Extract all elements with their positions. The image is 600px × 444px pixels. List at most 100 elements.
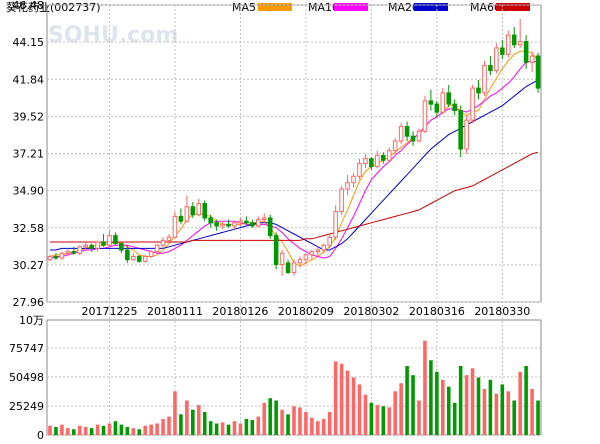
candle-body xyxy=(166,236,172,241)
volume-bar xyxy=(286,414,290,435)
date-tick-label: 20180111 xyxy=(147,305,203,318)
date-tick-label: 20180126 xyxy=(212,305,268,318)
ma-line-ma60 xyxy=(50,151,539,243)
candle-body xyxy=(267,217,273,237)
stock-label: 葵花药业(002737) xyxy=(6,1,101,14)
volume-bar xyxy=(119,424,124,435)
candle-body xyxy=(375,154,380,168)
volume-bar xyxy=(238,423,243,435)
candle-body xyxy=(511,34,517,46)
volume-bar xyxy=(435,371,439,435)
candle-body xyxy=(226,223,231,227)
candle-body xyxy=(95,241,100,249)
candle-body xyxy=(446,92,452,105)
volume-bar xyxy=(536,400,540,435)
price-tick-label: 39.52 xyxy=(13,110,45,123)
candle-body xyxy=(291,262,297,273)
candle-body xyxy=(494,47,499,71)
volume-bar xyxy=(405,366,409,435)
candle-body xyxy=(89,244,94,249)
volume-bar xyxy=(155,423,159,435)
date-tick-label: 20180330 xyxy=(474,305,530,318)
candle-body xyxy=(363,158,368,164)
candle-body xyxy=(517,41,523,46)
volume-bar xyxy=(512,400,517,435)
volume-bar xyxy=(202,412,207,435)
volume-bar xyxy=(441,379,445,435)
volume-bar xyxy=(220,422,225,435)
candle-body xyxy=(184,206,190,222)
legend-swatch-ma60 xyxy=(496,3,530,11)
candle-body xyxy=(47,255,53,261)
candle-body xyxy=(505,34,511,55)
volume-bar xyxy=(256,416,261,435)
price-tick-label: 27.96 xyxy=(13,296,45,309)
volume-bar xyxy=(107,423,112,435)
candle-body xyxy=(339,188,344,213)
candle-body xyxy=(214,222,219,227)
candle-body xyxy=(500,47,505,55)
legend-label-ma20: MA20 xyxy=(388,1,419,14)
volume-bar xyxy=(458,366,463,435)
candle-body xyxy=(101,241,106,246)
legend-label-ma10: MA10 xyxy=(308,1,339,14)
legend-label-ma5: MA5 xyxy=(232,1,256,14)
date-tick-label: 20171225 xyxy=(81,305,137,318)
candle-body xyxy=(297,259,303,264)
volume-bar xyxy=(268,398,272,435)
candle-body xyxy=(464,119,469,150)
candle-body xyxy=(357,162,362,177)
volume-bar xyxy=(470,368,475,435)
date-tick-label: 20180209 xyxy=(278,305,334,318)
candle-body xyxy=(65,251,71,254)
candle-body xyxy=(380,154,386,161)
price-tick-label: 46.48 xyxy=(13,0,45,12)
volume-tick-label: 75747 xyxy=(9,342,44,355)
volume-bar xyxy=(345,370,350,435)
volume-bar xyxy=(411,375,415,435)
candle-body xyxy=(315,249,321,253)
volume-tick-label: 0 xyxy=(37,429,44,440)
volume-bar xyxy=(137,429,142,435)
candle-body xyxy=(523,41,529,63)
candle-body xyxy=(59,252,65,259)
candle-body xyxy=(345,182,350,190)
candle-body xyxy=(131,255,136,261)
volume-bar xyxy=(482,389,487,435)
candle-body xyxy=(392,140,398,152)
candle-body xyxy=(261,217,267,221)
candle-body xyxy=(77,246,83,254)
candle-body xyxy=(440,92,446,113)
volume-bar xyxy=(244,418,249,435)
candle-body xyxy=(125,249,130,261)
date-tick-label: 20180302 xyxy=(343,305,399,318)
volume-bar xyxy=(191,409,195,435)
volume-bar xyxy=(113,421,118,435)
candle-body xyxy=(321,244,327,251)
candle-body xyxy=(160,239,166,246)
volume-bar xyxy=(232,421,237,435)
candle-body xyxy=(428,100,434,105)
candle-body xyxy=(410,135,416,142)
candle-body xyxy=(232,222,237,227)
volume-bar xyxy=(316,421,320,435)
candle-body xyxy=(476,87,481,94)
candle-body xyxy=(458,110,463,150)
date-tick-label: 20180316 xyxy=(409,305,465,318)
volume-bar xyxy=(446,386,451,435)
candle-body xyxy=(488,65,493,71)
candle-body xyxy=(53,255,59,259)
volume-bar xyxy=(83,426,88,435)
legend-swatch-ma10 xyxy=(334,3,368,11)
candle-body xyxy=(470,87,475,121)
ma-line-ma20 xyxy=(50,79,539,251)
candle-body xyxy=(327,236,332,246)
volume-bar xyxy=(77,425,82,435)
volume-bar xyxy=(387,407,392,435)
volume-bar xyxy=(71,429,76,435)
candle-body xyxy=(113,235,118,245)
price-tick-label: 30.27 xyxy=(13,259,45,272)
volume-bar xyxy=(167,416,171,435)
volume-bar xyxy=(369,402,374,435)
candle-body xyxy=(148,251,154,257)
